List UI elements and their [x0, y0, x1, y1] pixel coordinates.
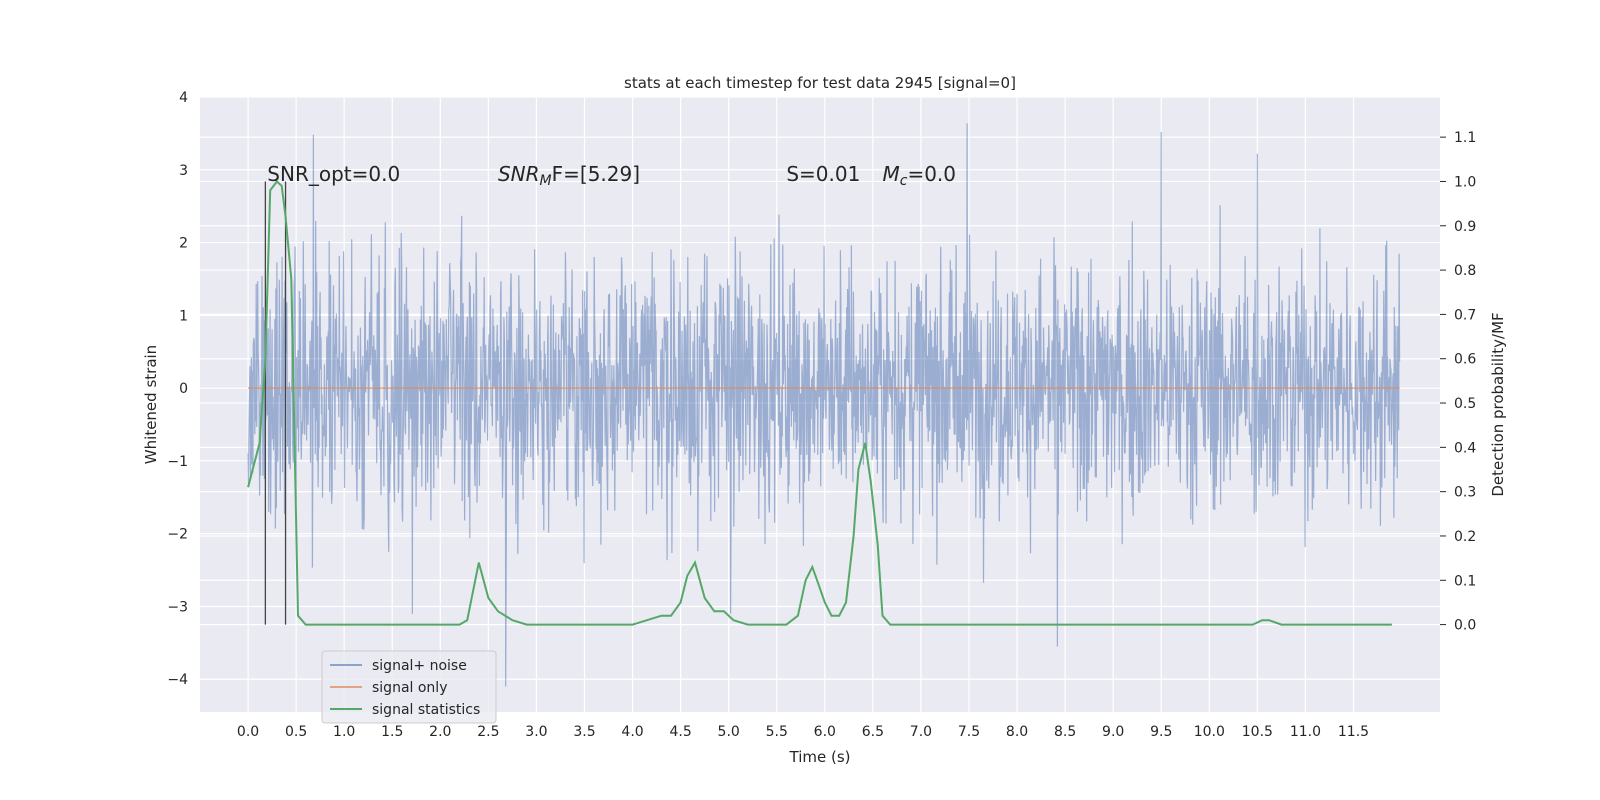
stats-line [247, 180, 1392, 626]
y-tick-label: 0 [179, 381, 188, 397]
x-tick-label: 0.0 [237, 724, 259, 740]
legend-entry-stats: signal statistics [372, 702, 480, 718]
marker-vlines [264, 181, 287, 625]
x-tick-label: 7.0 [910, 724, 932, 740]
y-tick-label: 3 [179, 163, 188, 179]
x-tick-label: 4.0 [621, 724, 643, 740]
annotations: SNR_opt=0.0 SNRMF=[5.29] S=0.01 Mc=0.0 [267, 162, 956, 189]
y2-tick-label: 0.4 [1454, 440, 1476, 456]
y-axis-label: Whitened strain [142, 345, 160, 464]
x-tick-label: 4.5 [669, 724, 691, 740]
y2-tick-label: 0.8 [1454, 263, 1476, 279]
y2-tick-label: 0.3 [1454, 485, 1476, 501]
y2-tick-label: 0.1 [1454, 573, 1476, 589]
series-signal-plus-noise [247, 123, 1401, 687]
noise-line [247, 123, 1401, 687]
y-tick-label: 2 [179, 236, 188, 252]
y-tick-label: −3 [167, 599, 188, 615]
y2-axis-label: Detection probability/MF [1489, 312, 1507, 496]
x-tick-label: 7.5 [958, 724, 980, 740]
legend: signal+ noise signal only signal statist… [321, 650, 497, 724]
y-tick-labels: 4 3 2 1 0 −1 −2 −3 −4 [167, 90, 188, 688]
legend-entry-noise: signal+ noise [372, 658, 467, 674]
x-tick-label: 3.0 [525, 724, 547, 740]
x-axis-label: Time (s) [789, 748, 851, 766]
annotation: SNRMF=[5.29] [498, 162, 640, 189]
y-tick-label: 1 [179, 308, 188, 324]
x-tick-labels: 0.0 0.5 1.0 1.5 2.0 2.5 3.0 3.5 4.0 4.5 5.0 5.5 6.0 6… [237, 724, 1369, 740]
y-tick-label: −4 [167, 672, 188, 688]
x-tick-label: 8.5 [1054, 724, 1076, 740]
x-tick-label: 2.0 [429, 724, 451, 740]
x-tick-label: 6.5 [862, 724, 884, 740]
annotation: Mc=0.0 [882, 162, 956, 189]
y2-tick-label: 0.7 [1454, 307, 1476, 323]
y2-tick-label: 1.0 [1454, 174, 1476, 190]
x-tick-label: 9.0 [1102, 724, 1124, 740]
legend-entry-signal: signal only [372, 680, 447, 696]
series-signal-statistics [247, 180, 1392, 626]
y2-tick-labels: 1.1 1.0 0.9 0.8 0.7 0.6 0.5 0.4 0.3 0.2 0.1 0.0 [1454, 130, 1476, 633]
x-tick-label: 6.0 [814, 724, 836, 740]
y2-tick-label: 1.1 [1454, 130, 1476, 146]
x-tick-label: 1.0 [333, 724, 355, 740]
x-tick-label: 0.5 [285, 724, 307, 740]
x-tick-label: 9.5 [1150, 724, 1172, 740]
chart-title: stats at each timestep for test data 294… [624, 74, 1016, 92]
x-tick-label: 11.0 [1290, 724, 1321, 740]
x-tick-label: 5.5 [766, 724, 788, 740]
x-tick-label: 5.0 [718, 724, 740, 740]
x-tick-label: 8.0 [1006, 724, 1028, 740]
x-tick-label: 1.5 [381, 724, 403, 740]
y2-tick-label: 0.2 [1454, 529, 1476, 545]
y2-tick-label: 0.9 [1454, 219, 1476, 235]
y-tick-label: −2 [167, 527, 188, 543]
x-tick-label: 10.0 [1194, 724, 1225, 740]
y-tick-label: −1 [167, 454, 188, 470]
legend-box [321, 650, 497, 724]
x-tick-label: 3.5 [573, 724, 595, 740]
annotation: S=0.01 [786, 162, 860, 186]
y2-tick-label: 0.6 [1454, 352, 1476, 368]
y-tick-label: 4 [179, 90, 188, 106]
annotation: SNR_opt=0.0 [267, 162, 400, 186]
y2-tick-label: 0.0 [1454, 618, 1476, 634]
x-tick-label: 10.5 [1242, 724, 1273, 740]
x-tick-label: 2.5 [477, 724, 499, 740]
y2-tick-label: 0.5 [1454, 396, 1476, 412]
x-tick-label: 11.5 [1338, 724, 1369, 740]
